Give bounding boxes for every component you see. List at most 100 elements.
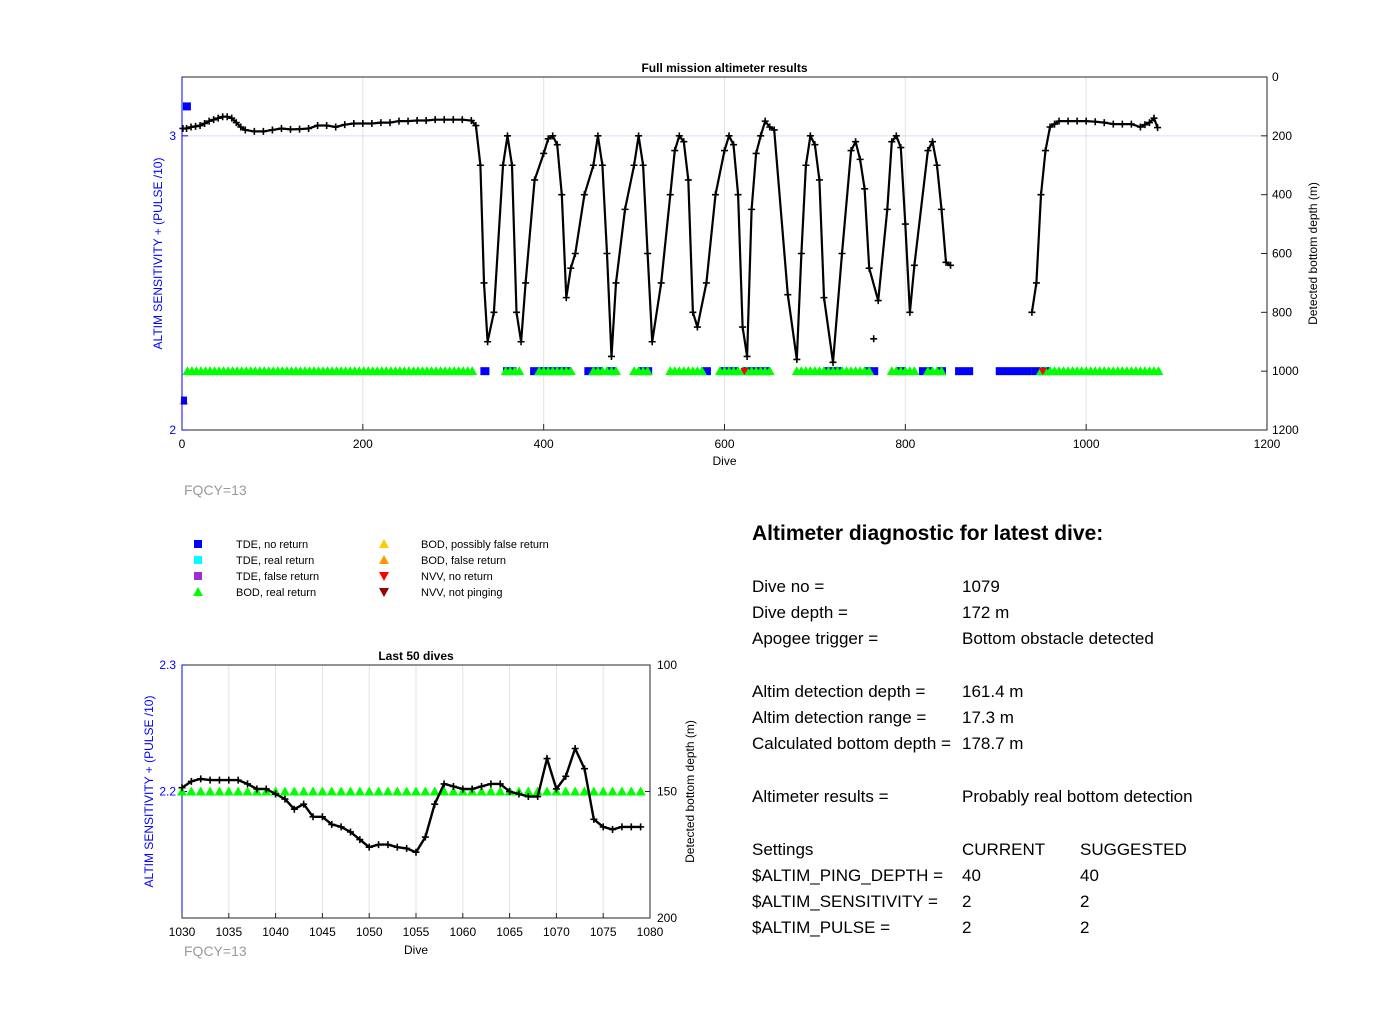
legend-triangle-marker [379,539,389,548]
bod-real-return-marker [223,786,234,796]
depth-point [761,117,769,125]
depth-point [346,828,354,836]
depth-point [499,161,507,169]
depth-point [225,776,233,784]
depth-point [244,780,252,788]
diag-label: Altim detection depth = [752,682,926,701]
bod-real-return-marker [429,786,440,796]
depth-point [314,122,322,130]
depth-point [1082,117,1090,125]
depth-point [730,141,738,149]
depth-point [241,126,249,134]
depth-point [296,125,304,133]
bod-real-return-marker [420,786,431,796]
bod-real-return-marker [616,786,627,796]
depth-point [590,815,598,823]
depth-point [318,813,326,821]
legend-square-marker [194,540,202,548]
depth-point [458,116,466,124]
depth-point [562,294,570,302]
y-tick-label: 2 [169,423,176,437]
legend-label: TDE, real return [236,555,314,567]
depth-point [549,132,557,140]
depth-point [421,833,429,841]
diag-value: 161.4 m [962,682,1024,701]
depth-point [183,124,191,132]
depth-point [309,813,317,821]
bod-real-return-marker [560,786,571,796]
depth-point [341,121,349,129]
x-tick-label: 1075 [590,925,617,939]
bod-real-return-marker [626,786,637,796]
depth-point [675,132,683,140]
diag-value: 17.3 m [962,708,1014,727]
y2-axis-label: Detected bottom depth (m) [1306,182,1320,325]
depth-point [702,279,710,287]
depth-point [459,785,467,793]
bod-real-return-marker [514,366,525,376]
depth-point [784,291,792,299]
depth-point [693,323,701,331]
bod-real-return-marker [936,366,947,376]
depth-point [1100,119,1108,127]
setting-label: $ALTIM_PULSE = [752,918,891,937]
depth-point [947,261,955,269]
depth-point [496,780,504,788]
bod-real-return-marker [532,786,543,796]
nvv-no-return-marker [740,367,749,376]
bod-real-return-marker [579,786,590,796]
depth-point [1037,191,1045,199]
x-tick-label: 1030 [169,925,196,939]
depth-point [621,205,629,213]
depth-point [942,258,950,266]
diag-value: Probably real bottom detection [962,787,1193,806]
bod-real-return-marker [611,366,621,376]
depth-point [897,144,905,152]
depth-point [874,297,882,305]
depth-point [337,823,345,831]
depth-point [332,123,340,131]
depth-point [752,149,760,157]
y2-tick-label: 200 [1272,129,1292,143]
diag-label: Altimeter results = [752,787,889,806]
bod-real-return-marker [467,366,478,376]
depth-point [328,820,336,828]
diag-value: Bottom obstacle detected [962,629,1154,648]
depth-point [861,185,869,193]
depth-point [487,780,495,788]
bod-real-return-marker [588,786,599,796]
depth-point [924,147,932,155]
depth-point [206,776,214,784]
depth-point [412,848,420,856]
bod-real-return-marker [354,786,365,796]
depth-point [1154,124,1162,132]
legend-label: BOD, real return [236,587,316,599]
depth-point [856,155,864,163]
depth-point [847,147,855,155]
depth-point [888,138,896,146]
legend-triangle-marker [379,555,389,564]
depth-point [531,176,539,184]
depth-point [870,335,878,343]
depth-point [928,138,936,146]
depth-point [883,205,891,213]
last-50-dives-chart: 1030 1035 1040 1045 1050 1055 1060 1065 1070 1075… [142,649,697,957]
depth-point [524,793,532,801]
setting-label: $ALTIM_SENSITIVITY = [752,892,938,911]
bod-real-return-marker [373,786,384,796]
bod-real-return-marker [345,786,356,796]
diag-label: Apogee trigger = [752,629,879,648]
y2-tick-label: 150 [657,785,677,799]
depth-point [506,788,514,795]
depth-point [820,294,828,302]
depth-point [268,126,276,134]
bod-real-return-marker [635,786,646,796]
legend-square-marker [194,572,202,580]
setting-current: 40 [962,866,981,885]
bod-real-return-marker [411,786,421,796]
chart-title: Full mission altimeter results [641,61,807,75]
depth-point [281,795,289,803]
bod-real-return-marker [642,366,653,376]
depth-point [802,161,810,169]
bod-real-return-marker [909,366,920,376]
